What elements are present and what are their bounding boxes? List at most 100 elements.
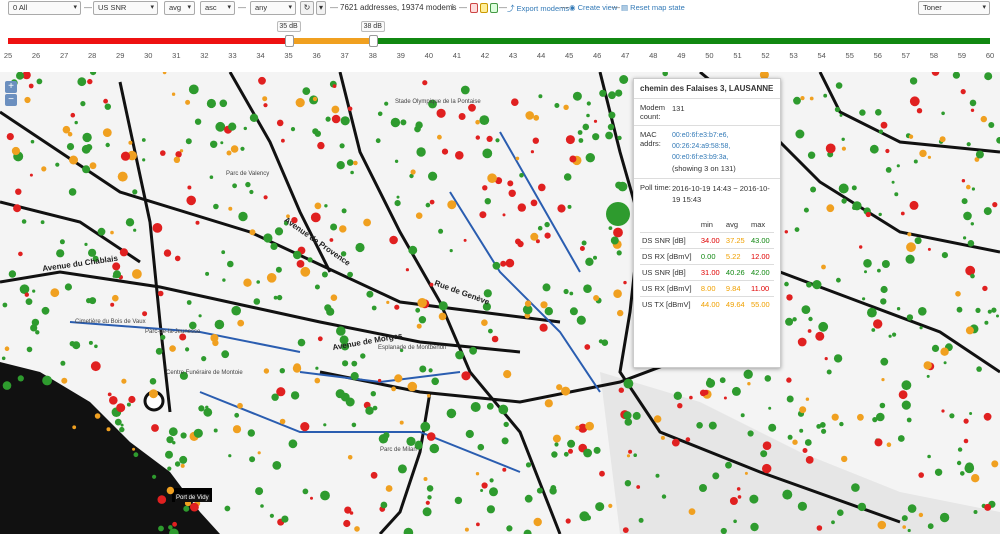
modem-marker [394, 304, 400, 310]
modem-marker [438, 109, 444, 115]
modem-marker [996, 137, 1000, 144]
modem-marker [88, 340, 93, 345]
place-label: Centre Funéraire de Montoie [166, 370, 243, 376]
modem-marker [608, 226, 613, 231]
high-threshold-handle[interactable] [368, 35, 378, 47]
modem-marker [918, 307, 927, 316]
modem-marker [859, 245, 863, 249]
modem-marker [747, 430, 754, 437]
modem-marker [880, 298, 887, 305]
modem-marker [347, 455, 353, 460]
modem-marker [941, 409, 945, 413]
modem-marker [970, 222, 974, 226]
low-threshold-label: 35 dB [276, 21, 301, 32]
modem-marker [810, 186, 817, 193]
modem-marker [696, 422, 703, 429]
modem-marker [221, 350, 230, 359]
red-filter-icon[interactable] [470, 3, 478, 13]
modem-marker [623, 378, 634, 389]
modem-marker [880, 357, 889, 366]
tiles-select[interactable]: Toner ▾ [918, 1, 990, 15]
modem-marker [221, 250, 226, 255]
period-select[interactable]: any ▾ [250, 1, 296, 15]
modem-marker [255, 487, 264, 496]
modem-marker [963, 418, 969, 424]
modem-marker [446, 408, 457, 419]
filter-select[interactable]: 0 All ▾ [8, 1, 81, 15]
modem-marker [314, 130, 321, 137]
export-modems-link[interactable]: ⤴ Export modems [507, 3, 569, 14]
create-view-link[interactable]: ◉ Create view [569, 3, 617, 12]
modem-marker [525, 462, 532, 468]
modem-marker [422, 80, 428, 86]
modem-marker [330, 223, 338, 231]
reset-map-state-link[interactable]: ▤ Reset map state [621, 3, 685, 12]
modem-marker [862, 297, 866, 301]
modem-marker [354, 526, 360, 532]
modem-marker [719, 377, 726, 384]
map-canvas[interactable] [0, 72, 1000, 534]
map[interactable]: + − Stade Olympique de la Pontaise Parc … [0, 72, 1000, 534]
modem-marker [394, 374, 403, 383]
modem-marker [984, 72, 993, 81]
sort-select[interactable]: asc ▾ [200, 1, 235, 15]
modem-marker [90, 72, 97, 76]
modem-marker [886, 442, 892, 448]
modem-marker [422, 507, 432, 517]
modem-marker [816, 424, 822, 429]
modem-marker [805, 397, 810, 401]
mac-link[interactable]: 00:e0:6f:e3:b7:e6, [672, 132, 729, 139]
modem-marker [833, 354, 843, 363]
slider-tick-label: 40 [424, 51, 434, 60]
modem-marker [874, 438, 883, 447]
refresh-options-button[interactable]: ▾ [316, 1, 326, 15]
modem-marker [470, 402, 481, 412]
threshold-slider[interactable]: 35 dB 38 dB 25 26 27 28 29 30 31 32 33 34 35 36 37 38… [0, 21, 1000, 65]
orange-filter-icon[interactable] [480, 3, 488, 13]
modem-marker [808, 316, 813, 322]
modem-marker [214, 319, 225, 330]
modem-marker [532, 137, 539, 144]
modem-marker [158, 525, 164, 532]
green-filter-icon[interactable] [490, 3, 498, 13]
modem-marker [896, 164, 900, 168]
modem-marker [595, 502, 605, 512]
modem-marker [805, 456, 814, 464]
zoom-out-button[interactable]: − [5, 94, 17, 106]
aggregate-select[interactable]: avg ▾ [164, 1, 195, 15]
modem-marker [699, 389, 707, 397]
mac-note: (showing 3 on 131) [672, 164, 736, 173]
mac-link[interactable]: 00:e0:6f:e3:b9:3a, [672, 154, 729, 161]
mac-link[interactable]: 00:26:24:a9:58:58, [672, 143, 731, 150]
metric-select[interactable]: US SNR ▾ [93, 1, 158, 15]
modem-marker [793, 96, 801, 105]
place-label: Parc de Milan [380, 447, 417, 453]
modem-marker [226, 150, 232, 156]
modem-marker [824, 357, 828, 361]
modem-marker [792, 439, 798, 445]
modem-marker [537, 225, 543, 231]
info-icon[interactable]: ℹ [451, 3, 455, 12]
modem-marker [831, 413, 839, 421]
modem-marker [662, 72, 668, 77]
slider-tick-label: 48 [649, 51, 658, 60]
modem-marker [799, 428, 804, 433]
modem-marker [186, 195, 196, 206]
modem-marker [335, 389, 345, 399]
modem-marker [931, 344, 940, 352]
slider-tick-label: 27 [59, 51, 69, 60]
modem-marker [263, 233, 273, 243]
slider-tick-label: 35 [284, 51, 293, 60]
modem-marker [498, 404, 509, 415]
modem-marker [731, 386, 741, 396]
modem-marker [276, 387, 286, 397]
modem-marker [906, 417, 912, 423]
refresh-button[interactable]: ↻ [300, 1, 314, 15]
modem-marker [425, 500, 430, 505]
zoom-in-button[interactable]: + [5, 81, 17, 93]
low-threshold-handle[interactable] [284, 35, 294, 47]
modem-marker [628, 449, 633, 454]
modem-marker [423, 477, 428, 481]
modem-marker [624, 480, 632, 487]
stats-min: 8.00 [698, 280, 724, 297]
